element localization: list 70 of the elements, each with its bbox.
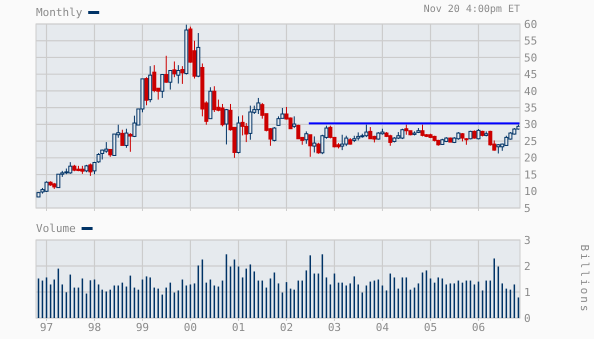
- x-tick-label: 01: [232, 321, 246, 334]
- text: Nov 20 4:00pm ET: [424, 4, 520, 15]
- candlestick: [340, 134, 344, 151]
- y-tick-label: 5: [524, 202, 531, 215]
- candlestick: [128, 132, 132, 152]
- y-tick-label: 1: [524, 286, 531, 299]
- candlestick: [312, 136, 316, 153]
- candlestick: [308, 134, 312, 158]
- y-tick-label: 35: [524, 101, 538, 114]
- candlestick: [272, 126, 276, 142]
- candlestick: [160, 74, 164, 98]
- candlestick: [152, 64, 156, 93]
- x-tick-label: 98: [88, 321, 102, 334]
- x-tick-label: 05: [424, 321, 438, 334]
- candlestick: [496, 144, 500, 154]
- candlestick: [172, 60, 176, 78]
- candlestick: [276, 116, 280, 126]
- y-tick-label: 30: [524, 118, 538, 132]
- y-tick-label: 20: [524, 152, 538, 165]
- candlestick: [316, 142, 320, 154]
- y-tick-label: 0: [524, 312, 531, 325]
- candlestick: [144, 76, 149, 106]
- candlestick: [88, 163, 92, 176]
- candlestick: [292, 116, 296, 129]
- y-tick-label: 50: [524, 51, 538, 64]
- candlestick: [400, 128, 404, 140]
- y-tick-label: 10: [524, 185, 538, 198]
- candlestick: [168, 70, 172, 90]
- y-tick-label: 55: [524, 34, 538, 48]
- y-tick-label: 60: [524, 18, 538, 31]
- candlestick: [248, 105, 252, 140]
- candlestick: [476, 128, 480, 140]
- candlestick: [296, 124, 300, 140]
- candlestick: [344, 135, 348, 147]
- candlestick: [364, 124, 368, 138]
- x-tick-label: 00: [184, 321, 198, 334]
- candlestick: [256, 97, 260, 114]
- candlestick: [404, 124, 408, 136]
- candlestick: [120, 129, 124, 146]
- candlestick: [176, 64, 180, 84]
- x-tick-label: 99: [136, 321, 150, 334]
- legend-label: Volume: [36, 222, 76, 235]
- candlestick: [56, 174, 60, 188]
- y-tick-label: 2: [524, 260, 531, 273]
- y-tick-label: 40: [524, 84, 538, 98]
- y-tick-label: 15: [524, 168, 538, 182]
- candlestick: [220, 103, 224, 127]
- y-tick-label: 25: [524, 134, 538, 148]
- candlestick: [124, 128, 128, 148]
- candlestick: [504, 135, 508, 146]
- candlestick: [304, 130, 308, 144]
- candlestick: [420, 124, 424, 137]
- candlestick: [44, 180, 49, 192]
- candlestick: [180, 66, 184, 84]
- candlestick: [224, 108, 228, 145]
- legend-label: Monthly: [36, 6, 83, 19]
- y-axis-title: Billions: [578, 244, 591, 314]
- y-tick-label: 45: [524, 68, 538, 82]
- candlestick: [104, 142, 108, 154]
- candlestick: [212, 86, 216, 112]
- candlestick: [68, 162, 72, 174]
- y-tick-label: 3: [524, 234, 531, 247]
- candlestick: [368, 126, 372, 140]
- x-tick-label: 03: [328, 321, 342, 334]
- x-tick-label: 02: [280, 321, 294, 334]
- x-tick-label: 06: [472, 321, 486, 334]
- candlestick: [388, 134, 392, 146]
- x-tick-label: 04: [376, 321, 390, 334]
- x-tick-label: 97: [40, 321, 54, 334]
- candlestick: [164, 55, 168, 84]
